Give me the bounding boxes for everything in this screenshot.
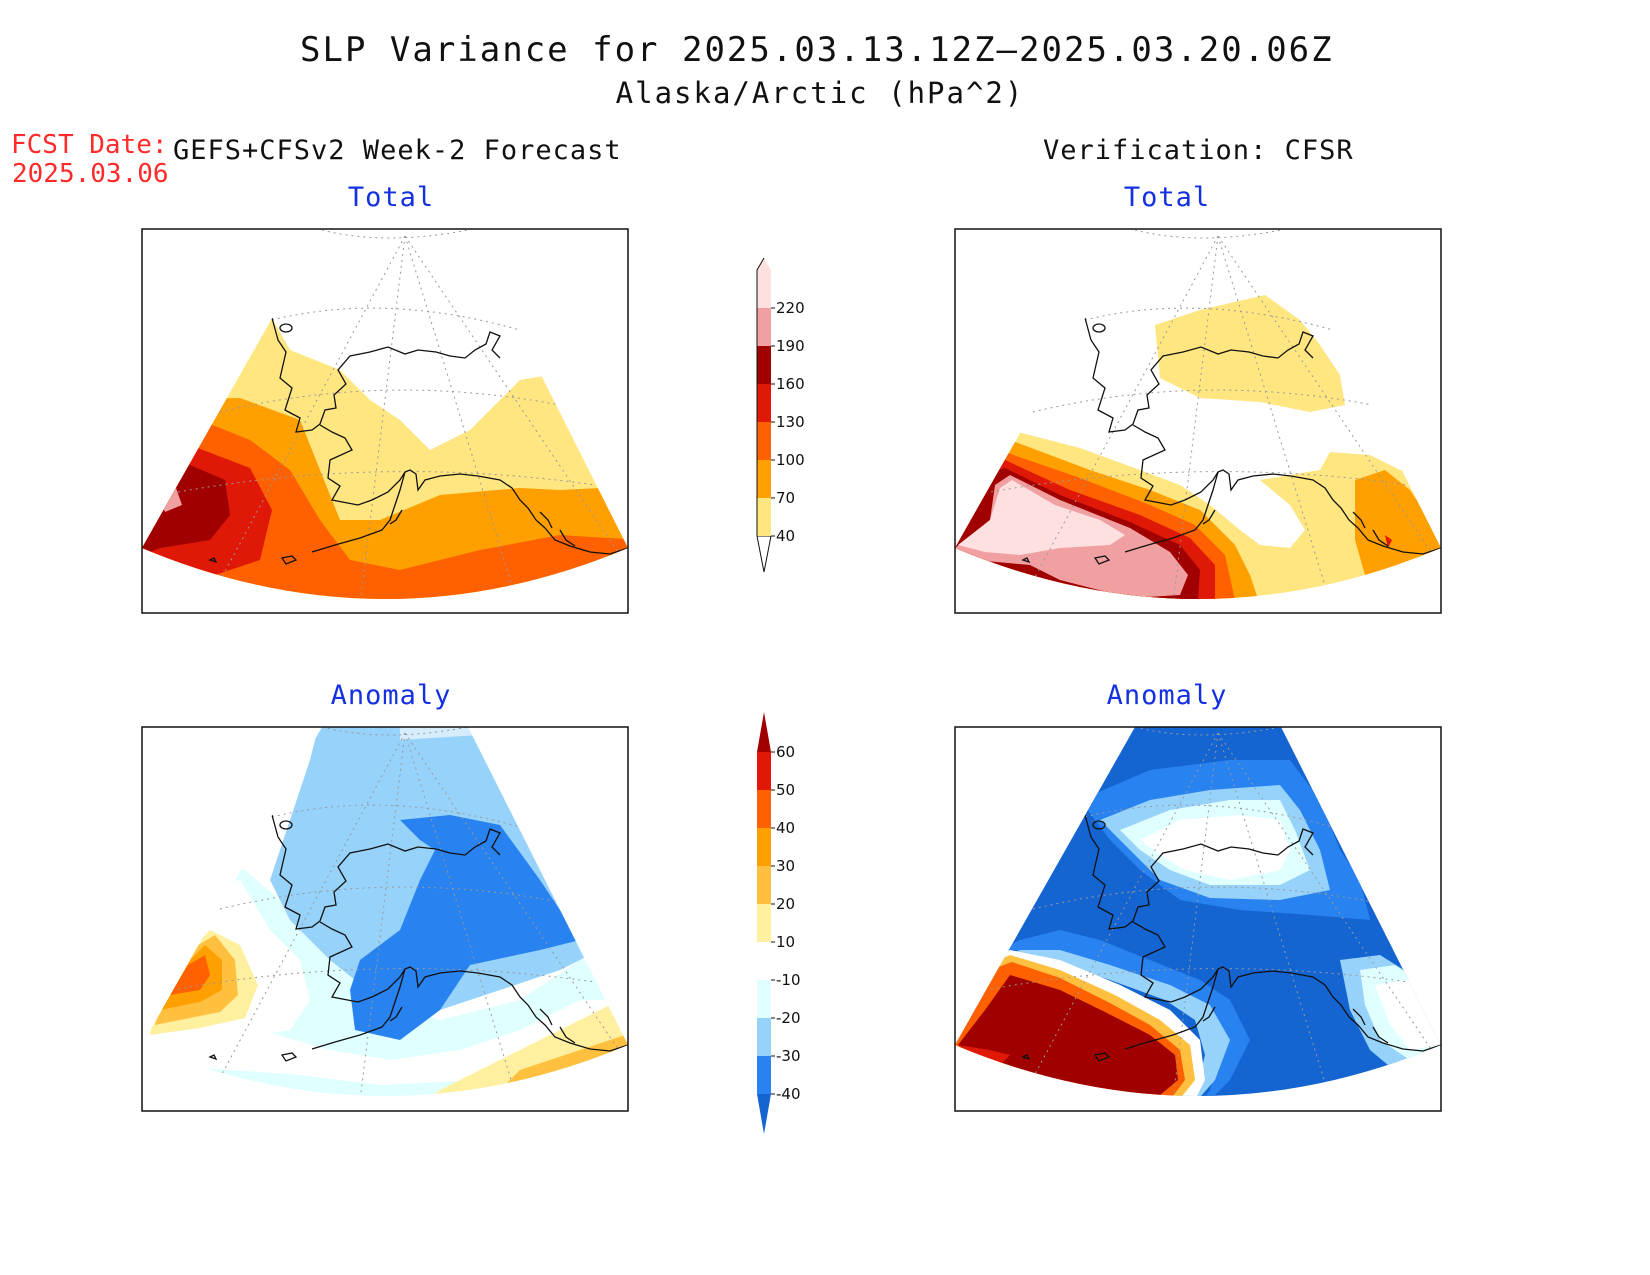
anomaly-colorbar-segment <box>757 866 771 904</box>
total-colorbar-label: 160 <box>776 375 805 393</box>
anomaly-colorbar-segment <box>757 828 771 866</box>
map-subtitle: Alaska/Arctic (hPa^2) <box>615 76 1025 110</box>
forecast-anomaly-map <box>141 726 629 1112</box>
forecast-total-map <box>141 228 629 614</box>
anomaly-colorbar-label: 20 <box>776 895 795 913</box>
total-colorbar-segment <box>757 384 771 422</box>
forecast-heading: GEFS+CFSv2 Week-2 Forecast <box>173 135 622 166</box>
forecast-anomaly-title: Anomaly <box>330 680 452 711</box>
verification-total-title: Total <box>1123 182 1211 213</box>
fcst-date-label: FCST Date: <box>11 130 168 160</box>
anomaly-colorbar-label: -40 <box>776 1085 801 1103</box>
total-colorbar-low-end <box>756 535 772 573</box>
anomaly-colorbar-label: 10 <box>776 933 795 951</box>
anomaly-colorbar-segment <box>757 1056 771 1094</box>
total-colorbar-outline <box>756 257 765 536</box>
verification-heading: Verification: CFSR <box>1043 135 1354 166</box>
anomaly-colorbar-segment <box>757 1018 771 1056</box>
total-colorbar-label: 130 <box>776 413 805 431</box>
total-colorbar-segment <box>757 258 771 308</box>
anomaly-colorbar: 60 50 40 30 20 10 -10 -20 -30 -40 <box>757 712 801 1134</box>
anomaly-colorbar-segment <box>757 752 771 790</box>
total-colorbar-label: 40 <box>776 527 795 545</box>
anomaly-colorbar-segment <box>757 904 771 942</box>
total-colorbar: 40 70 100 130 160 190 220 <box>756 257 805 573</box>
total-colorbar-label: 190 <box>776 337 805 355</box>
anomaly-colorbar-label: -20 <box>776 1009 801 1027</box>
anomaly-colorbar-segment <box>757 980 771 1018</box>
anomaly-colorbar-low-end <box>757 1094 771 1134</box>
anomaly-colorbar-label: 50 <box>776 781 795 799</box>
verification-anomaly-map <box>954 726 1442 1112</box>
total-colorbar-segment <box>757 498 771 536</box>
total-colorbar-segment <box>757 460 771 498</box>
anomaly-colorbar-label: -10 <box>776 971 801 989</box>
total-colorbar-segment <box>757 308 771 346</box>
anomaly-colorbar-label: 30 <box>776 857 795 875</box>
total-colorbar-label: 220 <box>776 299 805 317</box>
verification-total-map <box>954 228 1442 614</box>
fcst-date-value: 2025.03.06 <box>12 159 169 189</box>
anomaly-colorbar-label: 60 <box>776 743 795 761</box>
anomaly-colorbar-label: -30 <box>776 1047 801 1065</box>
anomaly-colorbar-segment <box>757 942 771 980</box>
verification-anomaly-title: Anomaly <box>1106 680 1228 711</box>
map-title: SLP Variance for 2025.03.13.12Z—2025.03.… <box>300 30 1334 70</box>
total-colorbar-label: 70 <box>776 489 795 507</box>
total-colorbar-segment <box>757 422 771 460</box>
forecast-total-title: Total <box>347 182 435 213</box>
anomaly-colorbar-label: 40 <box>776 819 795 837</box>
total-colorbar-label: 100 <box>776 451 805 469</box>
anomaly-colorbar-segment <box>757 790 771 828</box>
total-colorbar-segment <box>757 346 771 384</box>
anomaly-colorbar-high-end <box>757 712 771 752</box>
